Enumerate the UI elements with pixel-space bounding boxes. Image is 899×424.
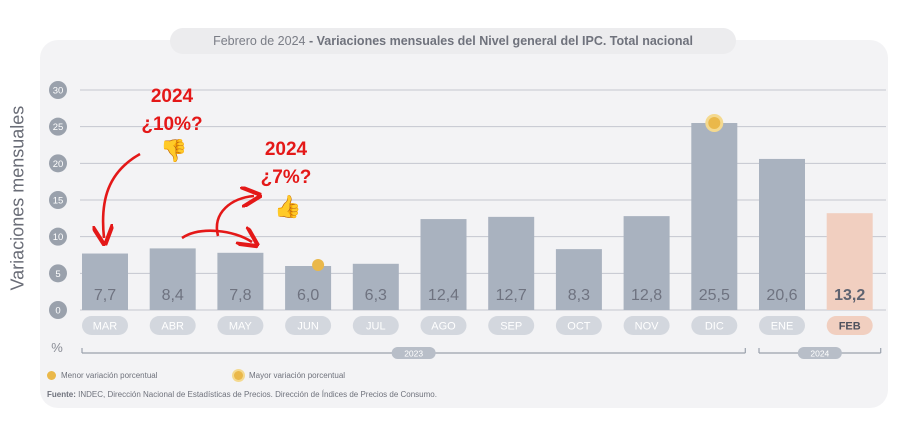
annotation-1-value: ¿10%? — [141, 114, 202, 135]
x-tick-label: NOV — [635, 321, 660, 333]
bar-value-label: 6,0 — [297, 287, 319, 304]
source-note: Fuente: INDEC, Dirección Nacional de Est… — [47, 390, 437, 399]
chart-title: Febrero de 2024 - Variaciones mensuales … — [170, 28, 736, 54]
year-pill — [797, 347, 842, 359]
y-tick-label: 0 — [55, 306, 60, 317]
bar-value-label: 7,8 — [229, 287, 251, 304]
annotation-arrow-up — [215, 196, 254, 237]
source-label: Fuente: — [47, 390, 76, 399]
x-tick-label: ENE — [771, 321, 794, 333]
max-marker-icon — [708, 117, 721, 129]
y-tick-badge — [49, 301, 67, 319]
annotation-2-year: 2024 — [265, 139, 308, 160]
source-text: INDEC, Dirección Nacional de Estadística… — [78, 390, 437, 399]
x-tick-label: OCT — [567, 321, 591, 333]
bar — [352, 263, 399, 310]
y-unit-label: % — [51, 340, 63, 355]
bar — [420, 219, 467, 310]
y-tick-label: 30 — [53, 86, 64, 97]
y-tick-badge — [49, 154, 67, 173]
year-pill — [391, 347, 436, 359]
bar-value-label: 6,3 — [365, 287, 387, 304]
legend-max-label: Mayor variación porcentual — [249, 371, 346, 380]
bar-value-label: 13,2 — [834, 287, 865, 304]
legend-max-dot-icon — [234, 371, 243, 381]
legend-max: Mayor variación porcentual — [234, 371, 346, 381]
category-pill — [759, 316, 805, 335]
bar-value-label: 12,4 — [428, 287, 459, 304]
bar-value-label: 8,3 — [568, 287, 590, 304]
y-tick-label: 25 — [53, 122, 64, 133]
x-tick-label: SEP — [500, 321, 522, 333]
legend-min-dot-icon — [47, 371, 56, 381]
thumbs-down-icon: 👎 — [160, 138, 187, 163]
y-tick-badge — [49, 264, 67, 283]
y-tick-label: 10 — [53, 232, 64, 243]
category-pill — [82, 316, 128, 335]
x-tick-label: ABR — [161, 321, 184, 333]
category-pill — [623, 316, 670, 335]
year-label: 2023 — [404, 349, 423, 359]
category-pill — [352, 316, 399, 335]
category-pill — [149, 316, 196, 335]
y-tick-badge — [49, 191, 67, 209]
category-pill — [826, 316, 873, 335]
bar — [759, 158, 805, 310]
y-tick-label: 20 — [53, 159, 64, 170]
min-marker-icon — [312, 259, 325, 271]
annotation-arrow-down — [103, 152, 141, 238]
bar — [623, 216, 670, 310]
y-tick-badge — [49, 117, 67, 136]
category-pill — [555, 316, 602, 335]
bar — [285, 266, 332, 310]
y-tick-badge — [49, 227, 67, 246]
bar-value-label: 20,6 — [766, 287, 797, 304]
category-pill — [420, 316, 467, 335]
bar — [217, 252, 264, 310]
bar-value-label: 12,8 — [631, 287, 662, 304]
bar — [488, 216, 535, 310]
bar-value-label: 7,7 — [94, 287, 116, 304]
bar — [82, 253, 128, 310]
bar — [691, 123, 738, 310]
bar — [826, 213, 873, 310]
bar — [555, 249, 602, 310]
x-tick-label: FEB — [839, 321, 861, 333]
legend-min: Menor variación porcentual — [47, 371, 158, 381]
chart-title-date: Febrero de 2024 — [213, 34, 306, 48]
x-tick-label: JUL — [366, 321, 386, 333]
x-tick-label: DIC — [705, 321, 724, 333]
annotation-2-value: ¿7%? — [261, 167, 312, 188]
category-pill — [285, 316, 332, 335]
annotation-1-year: 2024 — [151, 86, 194, 107]
y-tick-badge — [49, 81, 67, 99]
thumbs-up-icon: 👍 — [274, 194, 301, 219]
category-pill — [691, 316, 738, 335]
chart-title-main: - Variaciones mensuales del Nivel genera… — [308, 34, 693, 48]
category-pill — [488, 316, 535, 335]
category-pill — [217, 316, 264, 335]
x-tick-label: MAY — [229, 321, 253, 333]
x-tick-label: MAR — [93, 321, 118, 333]
x-tick-label: JUN — [297, 321, 318, 333]
y-tick-label: 5 — [55, 269, 60, 280]
bar-value-label: 8,4 — [162, 287, 184, 304]
bar-value-label: 12,7 — [496, 287, 527, 304]
bar — [149, 248, 196, 310]
bar-value-label: 25,5 — [699, 287, 730, 304]
y-tick-label: 15 — [53, 196, 64, 207]
year-label: 2024 — [810, 349, 829, 359]
x-tick-label: AGO — [431, 321, 456, 333]
legend-min-label: Menor variación porcentual — [61, 371, 158, 380]
